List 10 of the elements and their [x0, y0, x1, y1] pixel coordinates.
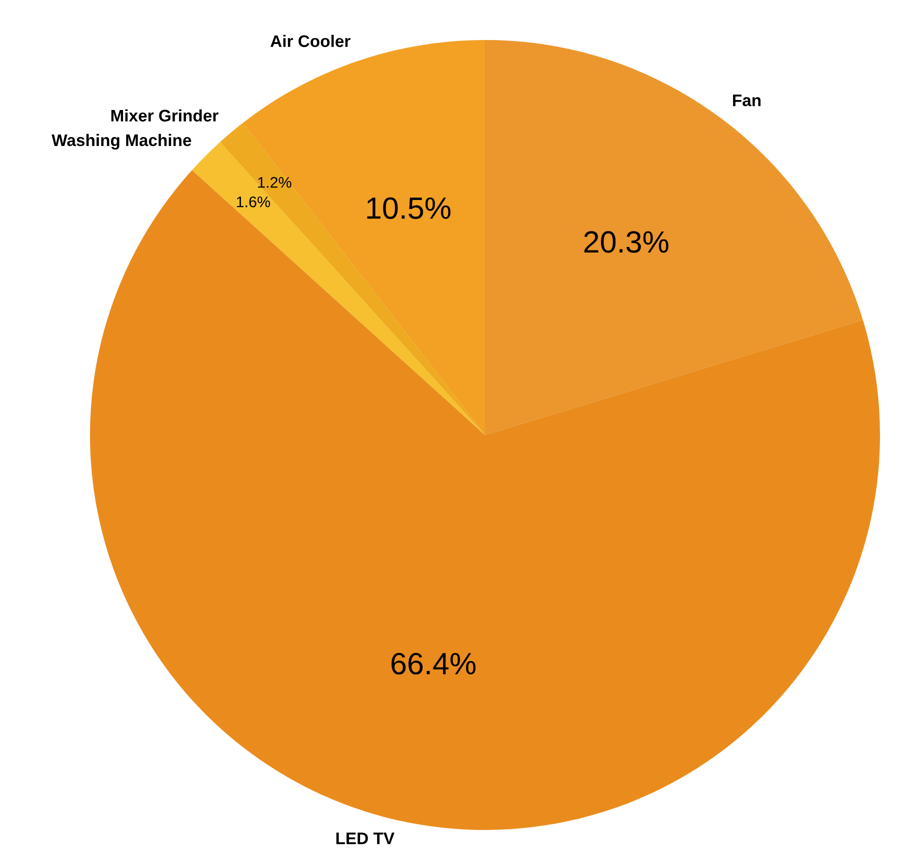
slice-label: Fan — [733, 94, 761, 106]
slice-label: Washing Machine — [52, 134, 192, 150]
data-label: 1.2% — [258, 176, 292, 188]
slice-label: Mixer Grinder — [111, 109, 218, 122]
slice-label: Air Cooler — [270, 34, 350, 48]
slice-label: LED TV — [336, 832, 394, 844]
data-label: 20.3% — [584, 231, 668, 253]
data-label: 1.6% — [236, 196, 270, 208]
data-label: 10.5% — [367, 197, 450, 219]
data-label: 66.4% — [392, 652, 476, 674]
